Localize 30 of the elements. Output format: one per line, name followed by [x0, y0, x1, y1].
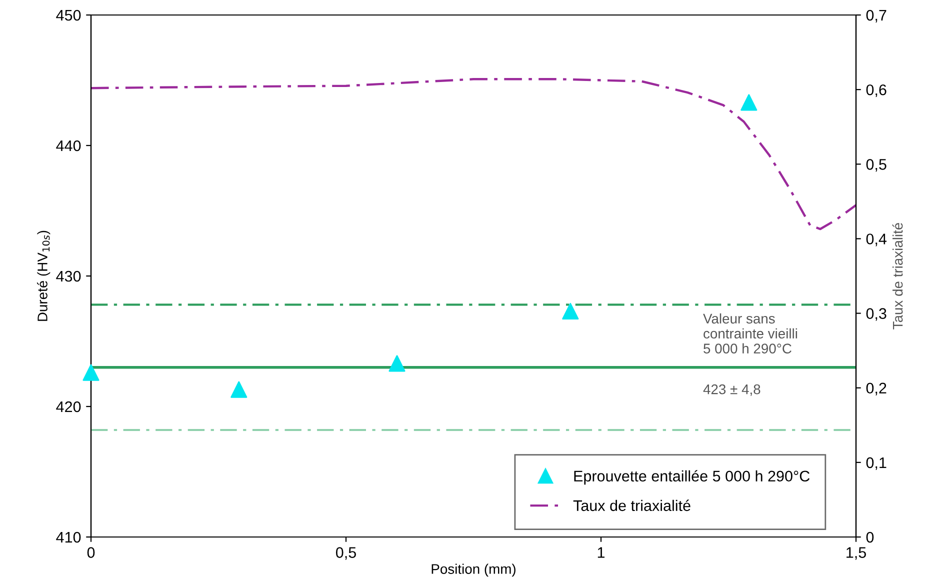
x-tick-label: 1: [598, 547, 605, 558]
x-tick-label: 0: [87, 547, 95, 558]
point: [82, 364, 100, 381]
x-tick-label: 0,5: [336, 547, 356, 560]
point: [388, 355, 406, 372]
y2-tick-label: 0,6: [866, 84, 886, 98]
y2-tick-label: 0,4: [866, 234, 887, 246]
point: [230, 381, 248, 398]
y2-axis-title: Taux de triaxialité: [892, 222, 903, 330]
x-axis-title: Position (mm): [432, 564, 516, 577]
annotation: Valeur sans contrainte vieilli 5 000 h 290°C: [703, 313, 798, 354]
y2-tick-label: 0: [866, 532, 874, 543]
y2-tick-label: 0,3: [866, 308, 886, 321]
y-axis-title: Dureté (HV$_{10s}$): [37, 230, 50, 321]
y2-tick-label: 0,5: [866, 159, 886, 172]
y-tick-label: 430: [56, 270, 81, 282]
x-tick-label: 1,5: [846, 547, 866, 560]
legend-label: Eprouvette entaillée 5 000 h 290°C: [574, 470, 810, 485]
line-series: [91, 78, 856, 230]
y2-tick-label: 0,7: [866, 10, 886, 22]
y2-tick-label: 0,1: [866, 457, 886, 470]
y2-tick-label: 0,2: [866, 382, 886, 396]
y-tick-label: 410: [56, 532, 81, 543]
point: [562, 302, 579, 320]
legend-label: Taux de triaxialité: [573, 500, 690, 512]
point: [740, 94, 758, 111]
y-tick-label: 440: [56, 140, 81, 152]
y-tick-label: 450: [56, 10, 81, 21]
y-tick-label: 420: [56, 401, 81, 412]
annotation: 423 ± 4,8: [703, 384, 760, 396]
